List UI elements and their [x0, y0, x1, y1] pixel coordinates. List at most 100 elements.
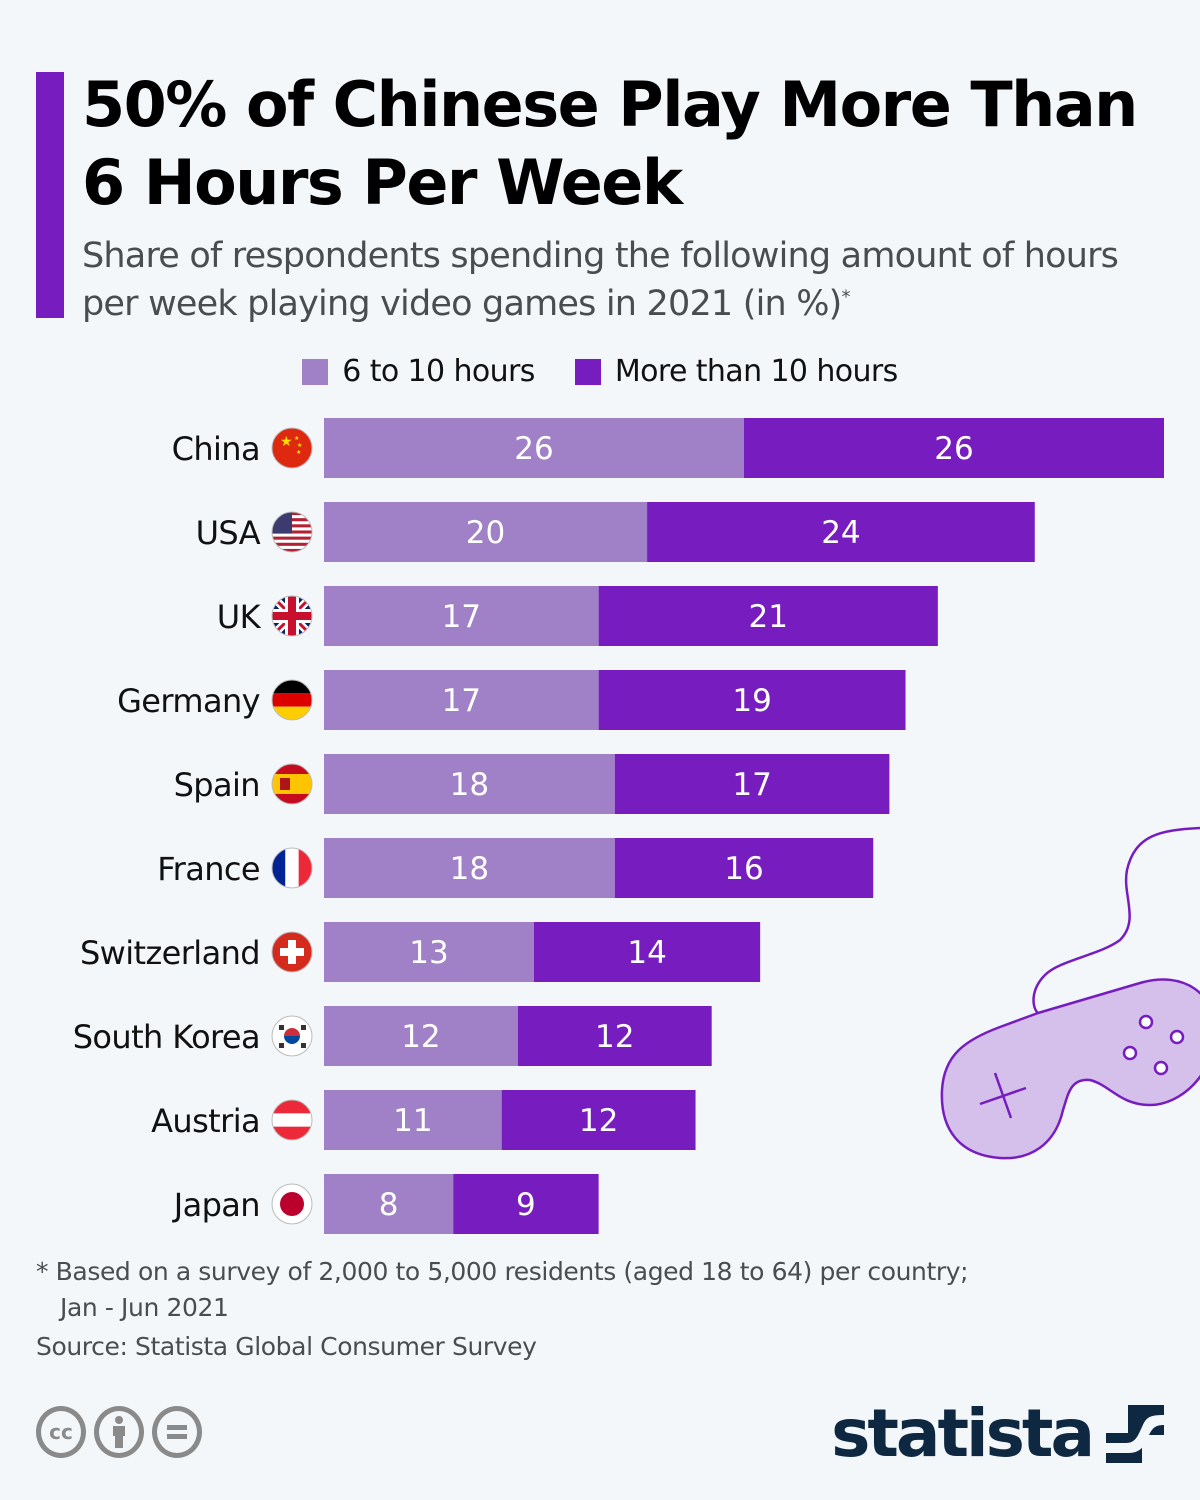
- flag-trigram: [279, 1043, 284, 1048]
- austria-flag-shapes: [272, 1100, 312, 1140]
- china-flag: ★ ★★★: [271, 427, 313, 469]
- flag-outline: [271, 595, 313, 637]
- bar-segment-6-to-10[interactable]: [324, 1090, 502, 1150]
- germany-flag-shapes: [272, 680, 312, 720]
- data-label: 21: [749, 599, 788, 635]
- flag-star: ★: [297, 442, 302, 449]
- license-icons: cc: [36, 1406, 202, 1458]
- gamepad-button: [1153, 1060, 1169, 1076]
- flag-trigram: [301, 1043, 306, 1048]
- bar-segment-more-than-10[interactable]: [517, 1006, 712, 1066]
- flag-cross: [280, 948, 304, 956]
- flag-taegeuk: [284, 1028, 300, 1036]
- bar-row-china: China ★ ★★★ 26 26: [172, 418, 1164, 478]
- flag-outline: [271, 931, 313, 973]
- bar-segment-6-to-10[interactable]: [324, 754, 615, 814]
- bar-segment-6-to-10[interactable]: [324, 418, 744, 478]
- china-flag-shapes: ★ ★★★: [272, 428, 312, 468]
- spain-flag-shapes: [272, 764, 312, 804]
- switzerland-flag: [271, 931, 313, 973]
- japan-flag: [271, 1183, 313, 1225]
- no-derivatives-icon[interactable]: [152, 1406, 202, 1458]
- bar-segment-more-than-10[interactable]: [598, 670, 906, 730]
- data-label: 12: [579, 1103, 618, 1139]
- category-label: UK: [217, 598, 262, 636]
- flag-stripe: [272, 542, 312, 546]
- flag-part: [272, 612, 312, 620]
- chart-subtitle: Share of respondents spending the follow…: [82, 232, 1182, 328]
- bar-segment-more-than-10[interactable]: [647, 502, 1035, 562]
- bar-segment-6-to-10[interactable]: [324, 1174, 454, 1234]
- spain-flag: [271, 763, 313, 805]
- statista-logo[interactable]: statista: [831, 1401, 1164, 1467]
- attribution-icon[interactable]: [94, 1406, 144, 1458]
- flag-part: [272, 774, 312, 794]
- flag-trigram: [279, 1025, 284, 1030]
- flag-star: ★: [294, 435, 299, 442]
- flag-outline: [271, 1015, 313, 1057]
- bar-segment-6-to-10[interactable]: [324, 502, 648, 562]
- bar-segment-6-to-10[interactable]: [324, 838, 615, 898]
- bar-row-austria: Austria 11 12: [151, 1090, 696, 1150]
- france-flag-shapes: [272, 848, 312, 888]
- legend-item-more-than-10[interactable]: More than 10 hours: [574, 354, 898, 389]
- flag-part: [285, 848, 299, 888]
- usa-flag: [271, 511, 313, 553]
- japan-flag-shapes: [272, 1184, 312, 1224]
- subtitle-footnote-marker: *: [841, 286, 851, 308]
- data-label: 9: [516, 1187, 536, 1223]
- bar-segment-more-than-10[interactable]: [614, 838, 874, 898]
- bar-segment-more-than-10[interactable]: [501, 1090, 696, 1150]
- person-glyph: [113, 1416, 125, 1448]
- bar-segment-more-than-10[interactable]: [534, 922, 761, 982]
- flag-stripe: [272, 548, 312, 552]
- footnote: * Based on a survey of 2,000 to 5,000 re…: [36, 1254, 1176, 1326]
- flag-part: [272, 1113, 312, 1127]
- flag-part: [272, 706, 312, 720]
- category-label: France: [157, 850, 260, 888]
- subtitle-text: Share of respondents spending the follow…: [82, 236, 1119, 324]
- legend-swatch-more-than-10: [574, 358, 601, 385]
- gamepad-body: [940, 978, 1200, 1160]
- flag-part: [298, 848, 312, 888]
- bar-segment-more-than-10[interactable]: [744, 418, 1164, 478]
- bar-row-switzerland: Switzerland 13 14: [80, 922, 761, 982]
- flag-outline: [271, 1183, 313, 1225]
- data-label: 13: [409, 935, 448, 971]
- flag-outline: [271, 427, 313, 469]
- austria-flag: [271, 1099, 313, 1141]
- south-korea-flag: [271, 1015, 313, 1057]
- creative-commons-icon[interactable]: cc: [36, 1406, 86, 1458]
- flag-part: [272, 693, 312, 707]
- chart-title: 50% of Chinese Play More Than 6 Hours Pe…: [82, 68, 1138, 219]
- flag-outline: [271, 763, 313, 805]
- legend-label-more-than-10: More than 10 hours: [614, 354, 898, 389]
- bar-segment-6-to-10[interactable]: [324, 1006, 518, 1066]
- flag-outline: [271, 1099, 313, 1141]
- flag-trigram: [301, 1025, 306, 1030]
- switzerland-flag-shapes: [272, 932, 312, 972]
- legend-swatch-6-to-10: [302, 358, 329, 385]
- bar-segment-more-than-10[interactable]: [614, 754, 890, 814]
- data-label: 11: [393, 1103, 432, 1139]
- statista-logo-icon: [1106, 1405, 1164, 1463]
- data-label: 17: [732, 767, 771, 803]
- footnote-line-1: * Based on a survey of 2,000 to 5,000 re…: [36, 1257, 969, 1286]
- legend-item-6-to-10[interactable]: 6 to 10 hours: [302, 354, 535, 389]
- bar-segment-6-to-10[interactable]: [324, 922, 534, 982]
- bar-segment-more-than-10[interactable]: [598, 586, 938, 646]
- bar-segment-more-than-10[interactable]: [453, 1174, 599, 1234]
- equals-glyph: [167, 1425, 187, 1439]
- data-label: 24: [821, 515, 860, 551]
- category-label: Spain: [174, 766, 260, 804]
- bar-row-uk: UK 17 21: [217, 586, 938, 646]
- cc-icon-text: cc: [49, 1420, 73, 1444]
- data-label: 14: [627, 935, 666, 971]
- bar-segment-6-to-10[interactable]: [324, 670, 599, 730]
- flag-taegeuk: [284, 1036, 300, 1044]
- category-label: South Korea: [73, 1018, 260, 1056]
- flag-star: ★: [280, 434, 293, 450]
- bar-segment-6-to-10[interactable]: [324, 586, 599, 646]
